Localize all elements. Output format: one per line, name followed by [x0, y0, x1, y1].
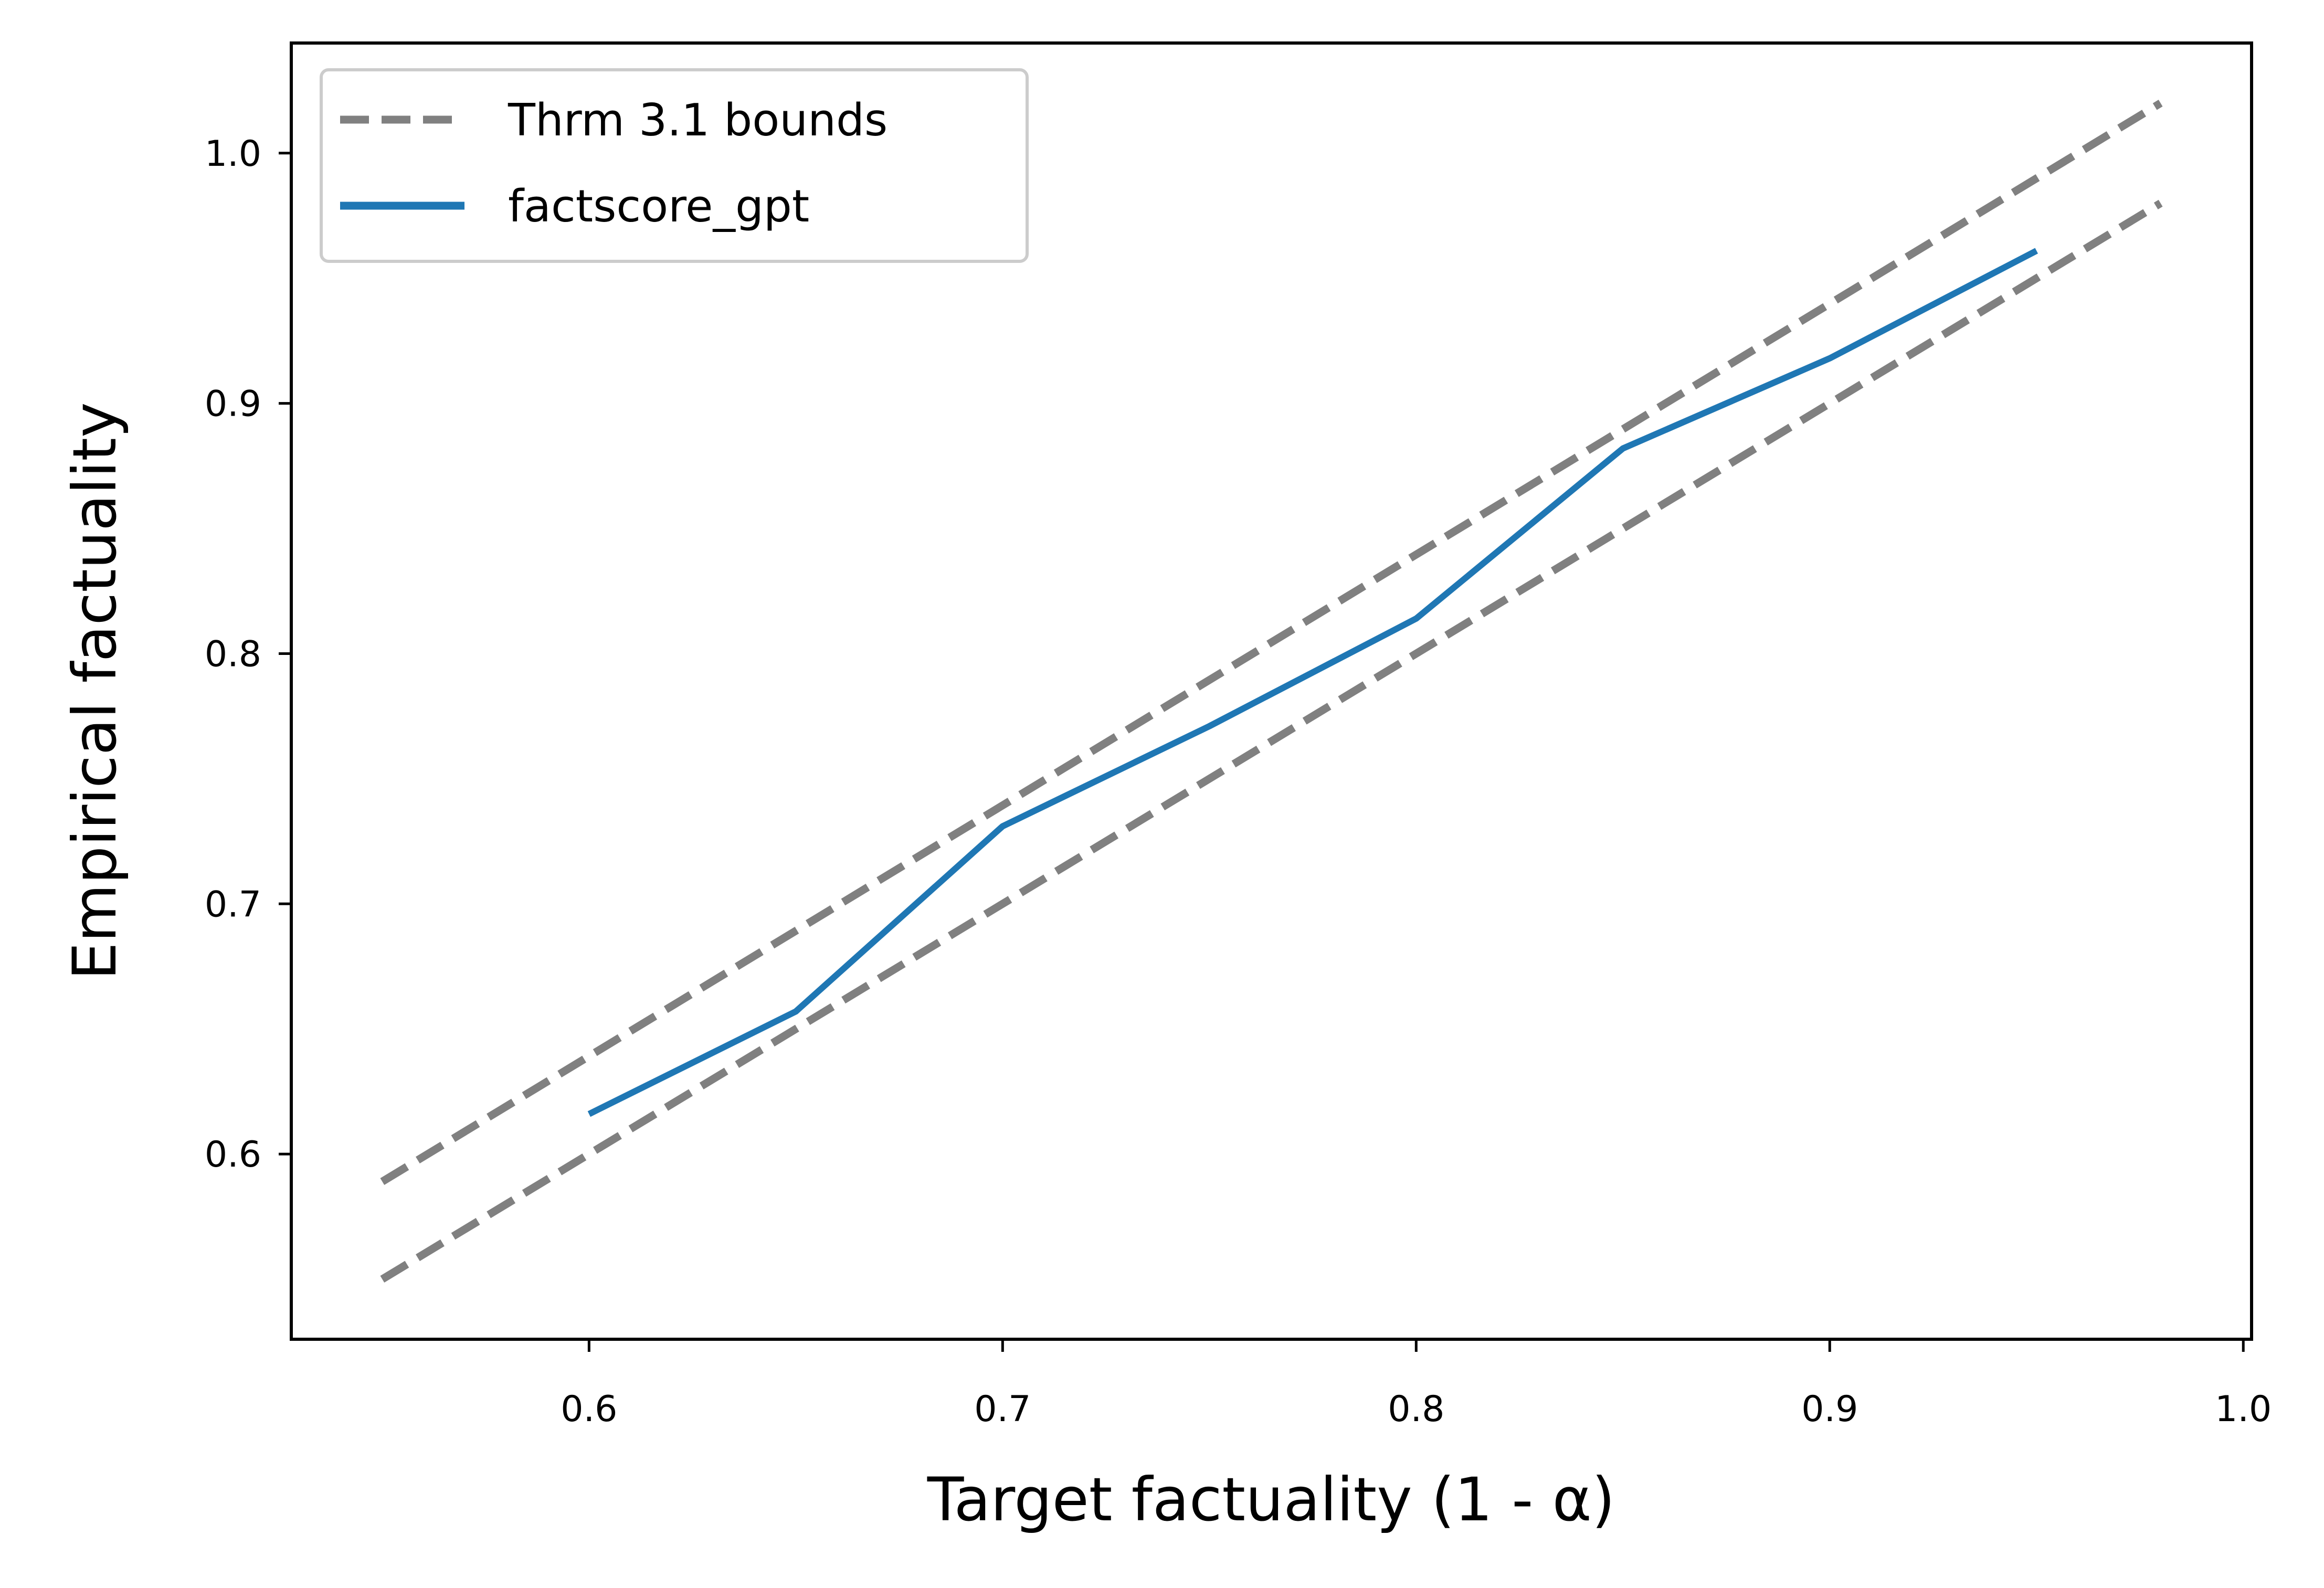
x-tick-label: 0.9: [1801, 1389, 1858, 1430]
y-tick-label: 1.0: [205, 133, 261, 175]
y-tick-label: 0.8: [205, 633, 261, 675]
series-line-factscore-gpt: [587, 248, 2038, 1117]
y-tick-label: 0.9: [205, 384, 261, 425]
legend-box: [320, 68, 1029, 263]
y-axis-ticks: 0.6 0.7 0.8 0.9 1.0: [205, 133, 291, 1176]
y-tick-label: 0.6: [205, 1134, 261, 1176]
x-axis-ticks: 0.6 0.7 0.8 0.9 1.0: [561, 1339, 2272, 1430]
y-tick-label: 0.7: [205, 884, 261, 925]
x-tick-label: 0.8: [1388, 1389, 1444, 1430]
x-tick-label: 0.6: [561, 1389, 617, 1430]
plot-marks: [380, 100, 2163, 1283]
x-tick-label: 0.7: [974, 1389, 1031, 1430]
bound-line-lower: [380, 199, 2163, 1283]
x-axis-label: Target factuality (1 - α): [927, 1465, 1615, 1534]
legend-label-bounds: Thrm 3.1 bounds: [508, 94, 888, 146]
legend: Thrm 3.1 bounds factscore_gpt: [320, 68, 1029, 263]
x-tick-label: 1.0: [2215, 1389, 2272, 1430]
bound-line-upper: [380, 100, 2163, 1185]
legend-label-factscore-gpt: factscore_gpt: [508, 181, 809, 232]
plot-frame: [290, 41, 2253, 1341]
y-axis-label: Empirical factuality: [60, 402, 130, 980]
